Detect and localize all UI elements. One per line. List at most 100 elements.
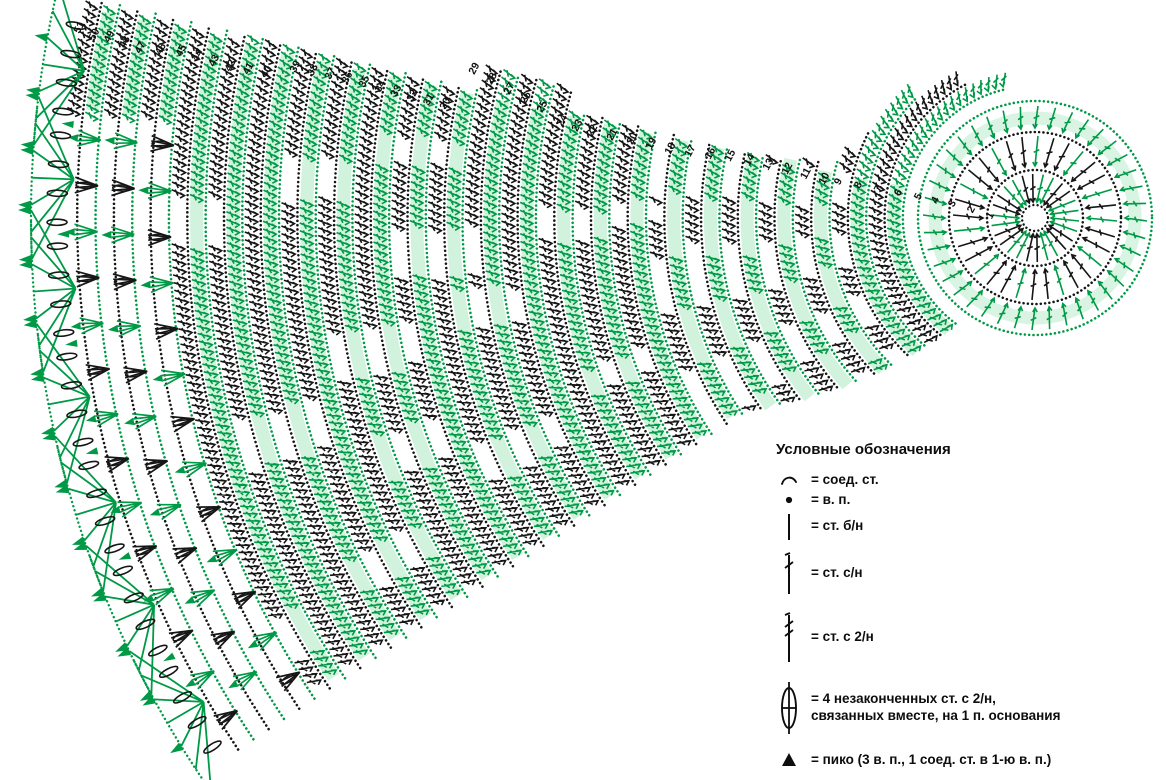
cluster-oval [217,711,235,724]
cluster-oval [135,618,156,631]
row-number: 29 [466,60,482,76]
row-halo [122,19,152,116]
picot-triangle [228,679,239,689]
cluster-oval [112,565,134,577]
cluster-oval [172,417,192,427]
chain-dots [754,155,820,395]
chain-dots [644,128,713,436]
legend-item-label: = пико (3 в. п., 1 соед. ст. в 1-ю в. п.… [811,751,1052,767]
chain-dots [479,68,576,527]
cluster-stitch [252,631,278,651]
stitch-row [244,38,384,646]
picot-triangle [91,587,105,597]
cluster-oval [78,460,100,471]
stitch-row [280,48,415,626]
cluster-stitch [111,179,136,197]
row-number: 44 [190,47,206,63]
cluster-oval [104,543,125,554]
cluster-stitch [85,363,111,381]
row-number: 36 [339,69,355,85]
chain-dots [901,87,1009,325]
row-number: 1 [984,210,997,221]
stitch-row [556,110,646,476]
slip-stitch-icon [776,474,802,486]
picot-triangle [85,414,97,423]
row-number: 18 [662,140,678,156]
picot-triangle [61,120,74,129]
cluster-oval [86,488,107,499]
cluster-oval [55,78,78,87]
cluster-oval [235,591,254,603]
picot-triangle [41,426,55,436]
row-halo [667,139,739,420]
cluster-oval [56,352,78,361]
chain-dots [497,73,591,517]
treble-crochet-icon [776,611,802,664]
chain-dots [88,555,151,693]
cluster-stitch [75,270,100,288]
motif-spokes [922,105,1148,331]
stitch-row [208,37,353,666]
row-number: 15 [722,147,738,163]
motif-spokes [953,135,1118,299]
picot-triangle [25,92,39,101]
cluster-oval [72,437,94,447]
stitch-row [886,72,1007,333]
picot-triangle [67,134,79,142]
stitch-row [611,124,692,446]
chain-dots [883,82,968,337]
picot-triangle [247,640,259,649]
cluster-stitch [190,670,215,690]
row-number: 11 [798,166,814,182]
row-number: 27 [501,80,517,96]
row-number: 2 [965,204,978,215]
row-number: 31 [421,91,437,107]
cluster-stitch [213,709,239,730]
chain-dots [204,28,347,680]
cluster-oval [66,409,88,419]
chain-dots [1020,203,1050,233]
row-number: 21 [604,126,620,142]
chain-dots [442,82,545,548]
chain-dots [791,157,857,382]
row-number: 3 [946,198,959,209]
stitch-row [868,71,959,344]
chain-dots [809,159,876,375]
row-number: 35 [356,73,372,89]
picot-triangle [34,33,49,42]
row-number: 48 [117,34,133,50]
row-number: 17 [682,143,698,159]
picot-triangle [149,508,161,516]
cluster-oval [46,242,69,251]
border-fan [128,650,212,780]
row-number: 45 [173,42,189,58]
chain-dots [277,45,408,639]
row-number: 26 [518,89,534,105]
picot-triangle [65,339,78,347]
cluster-oval [111,184,132,192]
cluster-oval [147,644,168,657]
picot-icon [776,753,802,767]
cluster-oval [145,459,165,469]
row-halo [703,146,777,411]
cluster-oval [52,107,74,116]
chain-dots [32,0,57,143]
cluster-stitch [275,671,301,692]
cluster-stitch [104,456,130,473]
row-number: 23 [569,117,585,133]
cluster-oval [76,274,97,283]
legend-item-slip-stitch: = соед. ст. [776,472,1164,489]
stitch-row [446,89,554,536]
stitch-row [538,82,631,486]
chain-dots [185,24,331,690]
stitch-row [299,52,430,616]
stitch-row [372,71,492,576]
border-fan [35,323,91,485]
cluster-oval [75,181,95,190]
legend-item-label: = ст. б/н [811,518,864,534]
chain-dots [985,168,1085,268]
cluster-oval [106,457,126,467]
stitch-row [391,76,507,566]
